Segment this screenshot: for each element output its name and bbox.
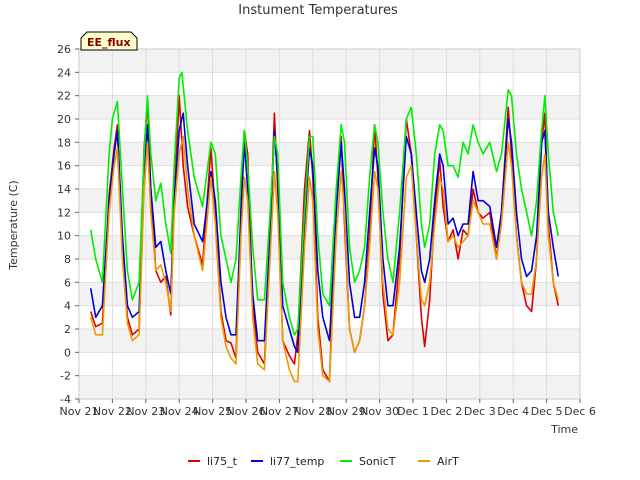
x-tick-label: Nov 29 [327,405,366,418]
y-tick-label: 4 [64,300,71,313]
x-tick-label: Nov 24 [160,405,199,418]
series-line-li77_temp [89,112,560,354]
legend: li75_t li77_temp SonicT AirT [188,455,459,468]
y-tick-label: 10 [57,230,71,243]
legend-label: li77_temp [270,455,324,468]
x-tick-label: Nov 23 [126,405,165,418]
badge-shape [80,31,138,51]
x-tick-label: Dec 2 [431,405,463,418]
legend-item: AirT [418,455,459,468]
legend-label: AirT [437,455,459,468]
plot-band [79,49,580,73]
plot-band [79,142,580,166]
legend-item: li77_temp [251,455,324,468]
series-line-sonict [89,71,560,336]
x-tick-label: Dec 3 [464,405,496,418]
flux-badge: EE_flux [80,31,138,51]
y-tick-label: 16 [57,160,71,173]
y-tick-label: -4 [60,393,71,406]
x-tick-label: Dec 1 [397,405,429,418]
plot-band [79,95,580,119]
chart-title: Instument Temperatures [238,3,398,18]
y-tick-label: 26 [57,43,71,56]
badge-text: EE_flux [87,36,131,49]
y-tick-label: 18 [57,136,71,149]
x-tick-label: Nov 26 [227,405,266,418]
y-tick-label: -2 [60,370,71,383]
y-tick-label: 0 [64,346,71,359]
series-group [89,71,560,383]
legend-label: li75_t [207,455,238,468]
x-tick-label: Nov 25 [193,405,232,418]
x-tick-label: Nov 27 [260,405,299,418]
plot-frame [78,48,581,400]
y-tick-label: 14 [57,183,71,196]
x-tick-label: Nov 28 [293,405,332,418]
y-tick-label: 20 [57,113,71,126]
plot-band [79,375,580,399]
x-tick-label: Nov 30 [360,405,399,418]
y-tick-label: 22 [57,90,71,103]
plot-band [79,305,580,329]
x-tick-label: Dec 5 [531,405,563,418]
y-tick-label: 24 [57,66,71,79]
y-axis-title: Temperature (C) [7,180,20,270]
x-tick-label: Dec 6 [564,405,596,418]
y-tick-label: 12 [57,206,71,219]
x-tick-label: Dec 4 [497,405,529,418]
legend-item: SonicT [340,455,396,468]
legend-label: SonicT [359,455,396,468]
legend-item: li75_t [188,455,238,468]
x-tick-label: Nov 21 [60,405,99,418]
series-line-airt [89,135,560,383]
x-tick-label: Nov 22 [93,405,132,418]
y-tick-label: 2 [64,323,71,336]
plot-band [79,119,580,143]
y-tick-label: 8 [64,253,71,266]
plot-band [79,72,580,96]
x-axis-title: Time [550,423,578,436]
y-tick-label: 6 [64,276,71,289]
plot-band [79,259,580,283]
